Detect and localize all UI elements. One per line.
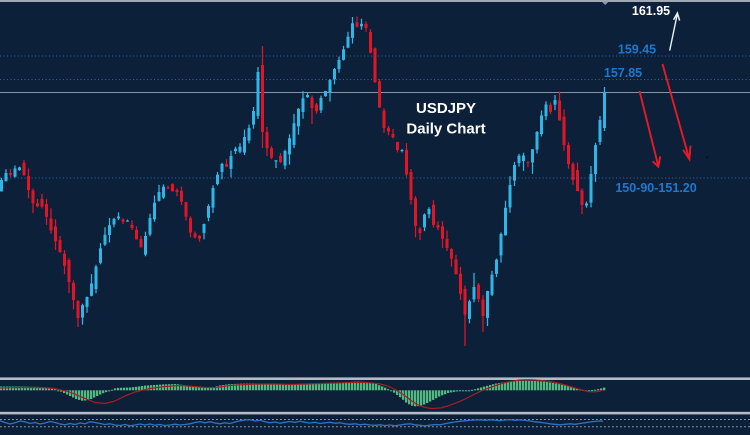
svg-text:161.95: 161.95	[632, 4, 670, 18]
svg-text:USDJPY: USDJPY	[416, 100, 476, 117]
svg-text:150-90-151.20: 150-90-151.20	[615, 181, 696, 195]
svg-text:157.85: 157.85	[604, 66, 642, 80]
svg-text:159.45: 159.45	[618, 43, 656, 57]
svg-text:Daily Chart: Daily Chart	[406, 121, 485, 138]
